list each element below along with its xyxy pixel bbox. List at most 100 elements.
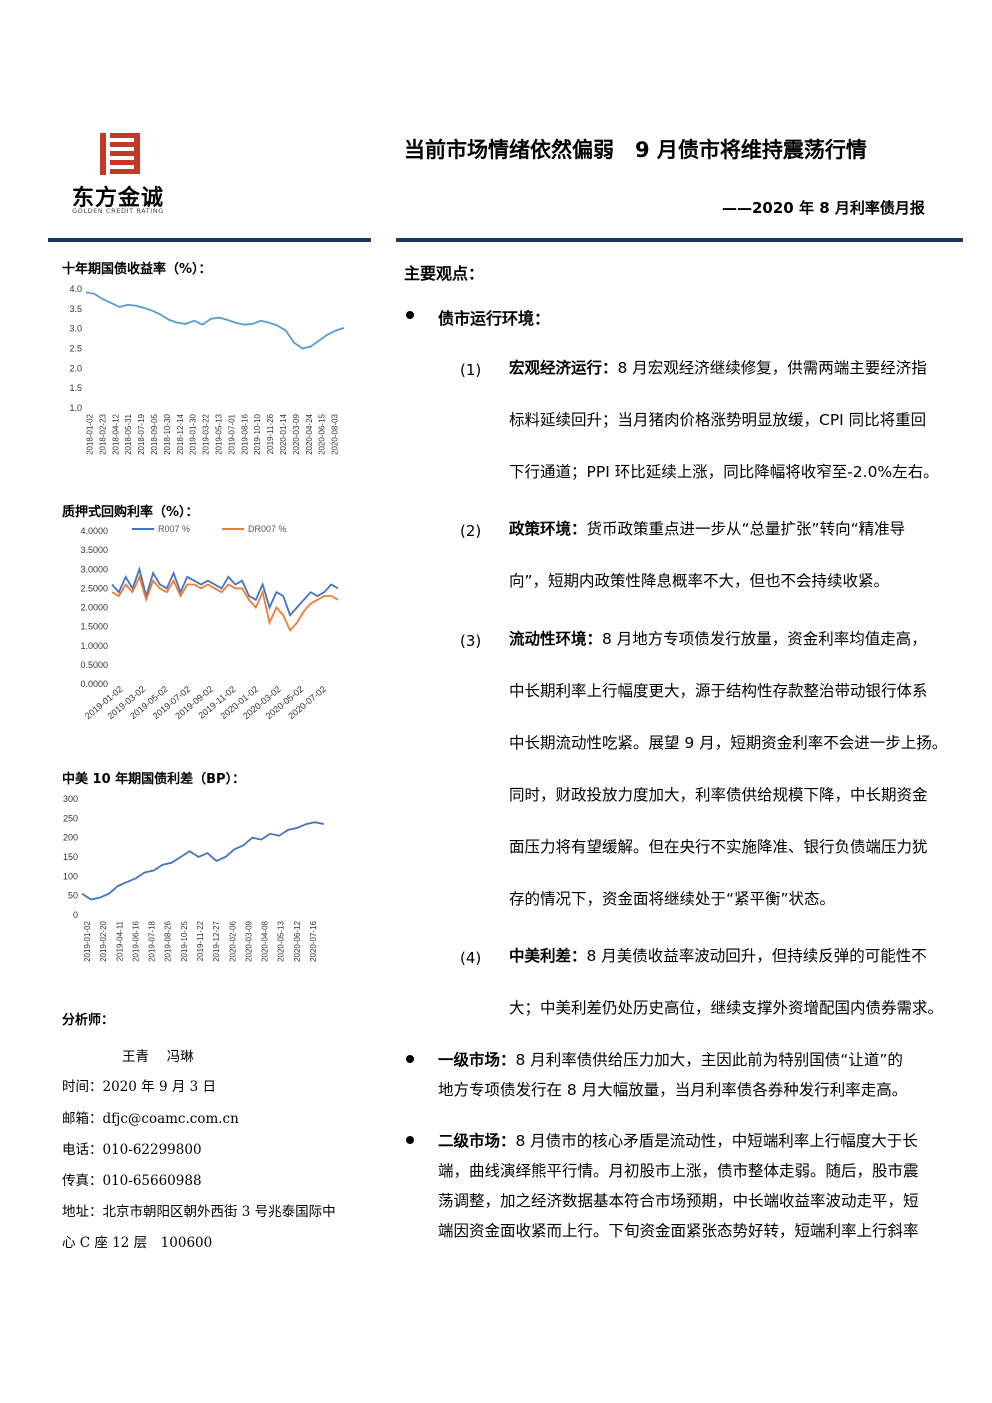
chart1-bond-yield: 4.0 3.5 3.0 2.5 2.0 1.5 1.0 2018-01-02 2018-02-2…	[48, 280, 368, 480]
item-liquidity: 流动性环境：8 月地方专项债发行放量，资金利率均值走高， 中长期利率上行幅度更大…	[509, 630, 948, 908]
x-tick-label: 2020-04-08	[261, 920, 270, 961]
x-tick-label: 2019-01-30	[189, 413, 198, 454]
fax-line: 传真：010-65660988	[62, 1173, 202, 1189]
x-tick-label: 2020-01-14	[279, 413, 288, 454]
x-tick-label: 2019-07-18	[148, 920, 157, 961]
x-tick-label: 2019-07-01	[227, 413, 236, 454]
left-rule	[48, 238, 371, 242]
bullet-dot	[406, 1136, 414, 1144]
x-tick-label: 2019-03-22	[202, 413, 211, 454]
y-tick-label: 2.5	[69, 344, 82, 354]
y-tick-label: 4.0	[69, 284, 82, 294]
y-tick-label: 2.5000	[80, 583, 108, 593]
y-tick-label: 200	[63, 833, 78, 843]
x-tick-label: 2018-05-31	[124, 413, 133, 454]
y-tick-label: 3.5000	[80, 545, 108, 555]
y-tick-label: 1.5	[69, 383, 82, 393]
x-tick-label: 2020-04-24	[305, 413, 314, 454]
logo: 东方金诚 GOLDEN CREDIT RATING	[70, 130, 180, 215]
x-tick-label: 2019-04-11	[115, 920, 124, 961]
y-tick-label: 2.0	[69, 363, 82, 373]
y-tick-label: 3.5	[69, 304, 82, 314]
x-tick-label: 2018-02-23	[98, 413, 107, 454]
y-tick-label: 3.0000	[80, 564, 108, 574]
item-policy: 政策环境：货币政策重点进一步从“总量扩张”转向“精准导 向”，短期内政策性降息概…	[509, 520, 906, 590]
y-tick-label: 1.5000	[80, 622, 108, 632]
logo-name: 东方金诚	[72, 185, 165, 211]
x-tick-label: 2018-01-02	[85, 413, 94, 454]
x-tick-label: 2019-11-22	[196, 920, 205, 961]
address-line-2: 心 C 座 12 层 100600	[62, 1235, 213, 1251]
x-tick-label: 2019-08-26	[164, 920, 173, 961]
chart1-title: 十年期国债收益率（%）：	[62, 262, 212, 277]
page-title: 当前市场情绪依然偏弱 9 月债市将维持震荡行情	[404, 138, 867, 162]
right-rule	[396, 238, 963, 242]
x-tick-label: 2019-12-27	[212, 920, 221, 961]
chart3-title: 中美 10 年期国债利差（BP）：	[62, 772, 246, 787]
x-tick-label: 2018-04-12	[111, 413, 120, 454]
bullet-market-env: 债市运行环境：	[438, 309, 551, 328]
analyst-names: 王青 冯琳	[122, 1049, 194, 1065]
bullet-primary-market: 一级市场：8 月利率债供给压力加大，主因此前为特别国债“让道”的 地方专项债发行…	[438, 1051, 908, 1099]
x-tick-label: 2019-10-10	[253, 413, 262, 454]
item-num: (1)	[460, 361, 482, 379]
x-tick-label: 2020-05-13	[277, 920, 286, 961]
x-tick-label: 2019-02-20	[99, 920, 108, 961]
bullet-dot	[406, 311, 414, 319]
y-tick-label: 0	[73, 910, 78, 920]
legend-label: R007 %	[158, 524, 190, 534]
x-tick-label: 2019-05-13	[214, 413, 223, 454]
y-tick-label: 50	[68, 891, 78, 901]
chart2-repo-rate: 4.0000 3.5000 3.0000 2.5000 2.0000 1.5000 1.00…	[48, 520, 368, 750]
x-tick-label: 2019-10-25	[180, 920, 189, 961]
y-tick-label: 150	[63, 852, 78, 862]
x-tick-label: 2019-08-16	[240, 413, 249, 454]
bullet-dot	[406, 1055, 414, 1063]
logo-mark-icon	[100, 133, 140, 175]
y-tick-label: 100	[63, 871, 78, 881]
x-tick-label: 2018-07-19	[137, 413, 146, 454]
x-tick-label: 2020-03-09	[244, 920, 253, 961]
series-line	[85, 291, 345, 350]
series-line	[111, 574, 339, 633]
chart2-title: 质押式回购利率（%）：	[62, 505, 199, 520]
x-tick-label: 2019-01-02	[83, 920, 92, 961]
main-heading: 主要观点：	[404, 264, 485, 283]
x-tick-label: 2018-12-14	[176, 413, 185, 454]
x-tick-label: 2020-08-03	[331, 413, 340, 454]
item-num: (3)	[460, 632, 482, 650]
analysts-label: 分析师：	[62, 1013, 115, 1028]
x-tick-label: 2020-03-09	[292, 413, 301, 454]
y-tick-label: 250	[63, 813, 78, 823]
item-macro: 宏观经济运行：8 月宏观经济继续修复，供需两端主要经济指 标料延续回升；当月猪肉…	[509, 359, 939, 481]
x-tick-label: 2018-10-30	[163, 413, 172, 454]
y-tick-label: 300	[63, 794, 78, 804]
email-link[interactable]: dfjc@coamc.com.cn	[102, 1111, 239, 1127]
logo-english: GOLDEN CREDIT RATING	[72, 207, 164, 215]
x-tick-label: 2020-06-15	[318, 413, 327, 454]
x-tick-label: 2018-09-05	[150, 413, 159, 454]
y-tick-label: 4.0000	[80, 526, 108, 536]
x-tick-label: 2020-07-16	[309, 920, 318, 961]
y-tick-label: 1.0000	[80, 641, 108, 651]
item-num: (4)	[460, 949, 482, 967]
page-subtitle: ——2020 年 8 月利率债月报	[722, 199, 925, 217]
date-line: 时间：2020 年 9 月 3 日	[62, 1079, 216, 1095]
address-line: 地址：北京市朝阳区朝外西街 3 号兆泰国际中	[62, 1204, 336, 1220]
x-tick-label: 2019-06-16	[131, 920, 140, 961]
y-tick-label: 3.0	[69, 324, 82, 334]
y-tick-label: 0.5000	[80, 660, 108, 670]
legend-label: DR007 %	[248, 524, 287, 534]
x-tick-label: 2020-06-12	[293, 920, 302, 961]
y-tick-label: 1.0	[69, 403, 82, 413]
y-tick-label: 2.0000	[80, 603, 108, 613]
x-tick-label: 2019-11-26	[266, 413, 275, 454]
item-num: (2)	[460, 522, 482, 540]
chart3-spread: 300 250 200 150 100 50 0 2019-01-02 2019-02-20 20…	[48, 790, 368, 990]
y-tick-label: 0.0000	[80, 679, 108, 689]
series-line	[111, 566, 339, 617]
bullet-secondary-market: 二级市场：8 月债市的核心矛盾是流动性，中短端利率上行幅度大于长 端，曲线演绎熊…	[438, 1132, 919, 1240]
series-line	[81, 821, 325, 901]
x-tick-label: 2020-02-06	[228, 920, 237, 961]
phone-line: 电话：010-62299800	[62, 1142, 202, 1158]
